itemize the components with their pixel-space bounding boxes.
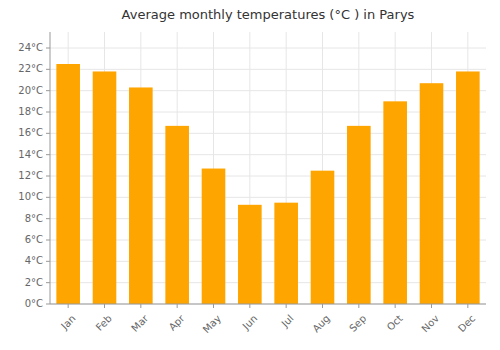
x-tick — [249, 304, 250, 308]
bar — [274, 203, 298, 304]
y-tick — [46, 69, 50, 70]
x-tick-label: Apr — [167, 312, 188, 333]
bar — [129, 87, 153, 304]
title: Average monthly temperatures (°C ) in Pa… — [122, 7, 415, 22]
chart-svg: 0°C 2°C 4°C 6°C 8°C 10°C 12°C 14°C 16°C 18°C 20°C 2… — [0, 0, 500, 350]
x-tick-label: Dec — [456, 313, 477, 334]
x-tick-label: Mar — [129, 312, 151, 334]
y-tick — [46, 240, 50, 241]
y-tick-label: 6°C — [25, 234, 43, 245]
x-tick-label: Jul — [279, 313, 296, 330]
y-tick-label: 8°C — [25, 213, 43, 224]
y-tick — [46, 261, 50, 262]
bar — [165, 126, 189, 304]
bar — [238, 205, 262, 304]
bar — [202, 169, 226, 304]
y-tick-label: 20°C — [18, 85, 43, 96]
y-tick-label: 16°C — [18, 127, 43, 138]
y-tick — [46, 282, 50, 283]
x-tick — [177, 304, 178, 308]
x-tick-label: Feb — [94, 313, 114, 333]
x-tick — [104, 304, 105, 308]
y-tick — [46, 218, 50, 219]
y-tick — [46, 90, 50, 91]
y-tick — [46, 197, 50, 198]
x-axis-line — [50, 304, 486, 305]
y-grid-line — [50, 304, 486, 305]
y-tick-label: 24°C — [18, 42, 43, 53]
y-tick — [46, 112, 50, 113]
x-tick — [358, 304, 359, 308]
y-tick-label: 12°C — [18, 170, 43, 181]
bar — [311, 171, 335, 304]
y-tick — [46, 133, 50, 134]
bar — [456, 71, 480, 304]
y-tick-label: 10°C — [18, 191, 43, 202]
x-tick — [140, 304, 141, 308]
x-tick — [467, 304, 468, 308]
bars — [56, 64, 479, 304]
y-axis-line — [50, 32, 51, 304]
bar — [383, 101, 407, 304]
x-tick — [395, 304, 396, 308]
y-tick-label: 4°C — [25, 255, 43, 266]
x-tick — [286, 304, 287, 308]
bar — [420, 83, 444, 304]
y-tick-label: 18°C — [18, 106, 43, 117]
x-tick — [68, 304, 69, 308]
x-tick-label: Oct — [385, 313, 405, 333]
x-tick-label: Aug — [310, 313, 332, 335]
axes: 0°C 2°C 4°C 6°C 8°C 10°C 12°C 14°C 16°C 18°C 20°C 2… — [18, 32, 486, 335]
bar — [56, 64, 80, 304]
y-tick — [46, 154, 50, 155]
x-tick-label: May — [201, 313, 223, 335]
bar — [93, 71, 117, 304]
grid — [50, 32, 486, 304]
x-tick-label: Nov — [419, 313, 441, 335]
y-tick-label: 2°C — [25, 277, 43, 288]
y-tick-label: 22°C — [18, 63, 43, 74]
y-tick — [46, 176, 50, 177]
y-grid-line — [50, 48, 486, 49]
x-tick-label: Jan — [58, 313, 77, 332]
bar — [347, 126, 371, 304]
y-tick — [46, 48, 50, 49]
x-tick — [431, 304, 432, 308]
x-tick — [213, 304, 214, 308]
y-tick-label: 0°C — [25, 298, 43, 309]
chart-container: 0°C 2°C 4°C 6°C 8°C 10°C 12°C 14°C 16°C 18°C 20°C 2… — [0, 0, 500, 350]
y-grid-line — [50, 69, 486, 70]
y-tick-label: 14°C — [18, 149, 43, 160]
x-tick — [322, 304, 323, 308]
x-tick-label: Jun — [240, 313, 260, 333]
x-tick-label: Sep — [347, 313, 368, 334]
y-tick — [46, 304, 50, 305]
